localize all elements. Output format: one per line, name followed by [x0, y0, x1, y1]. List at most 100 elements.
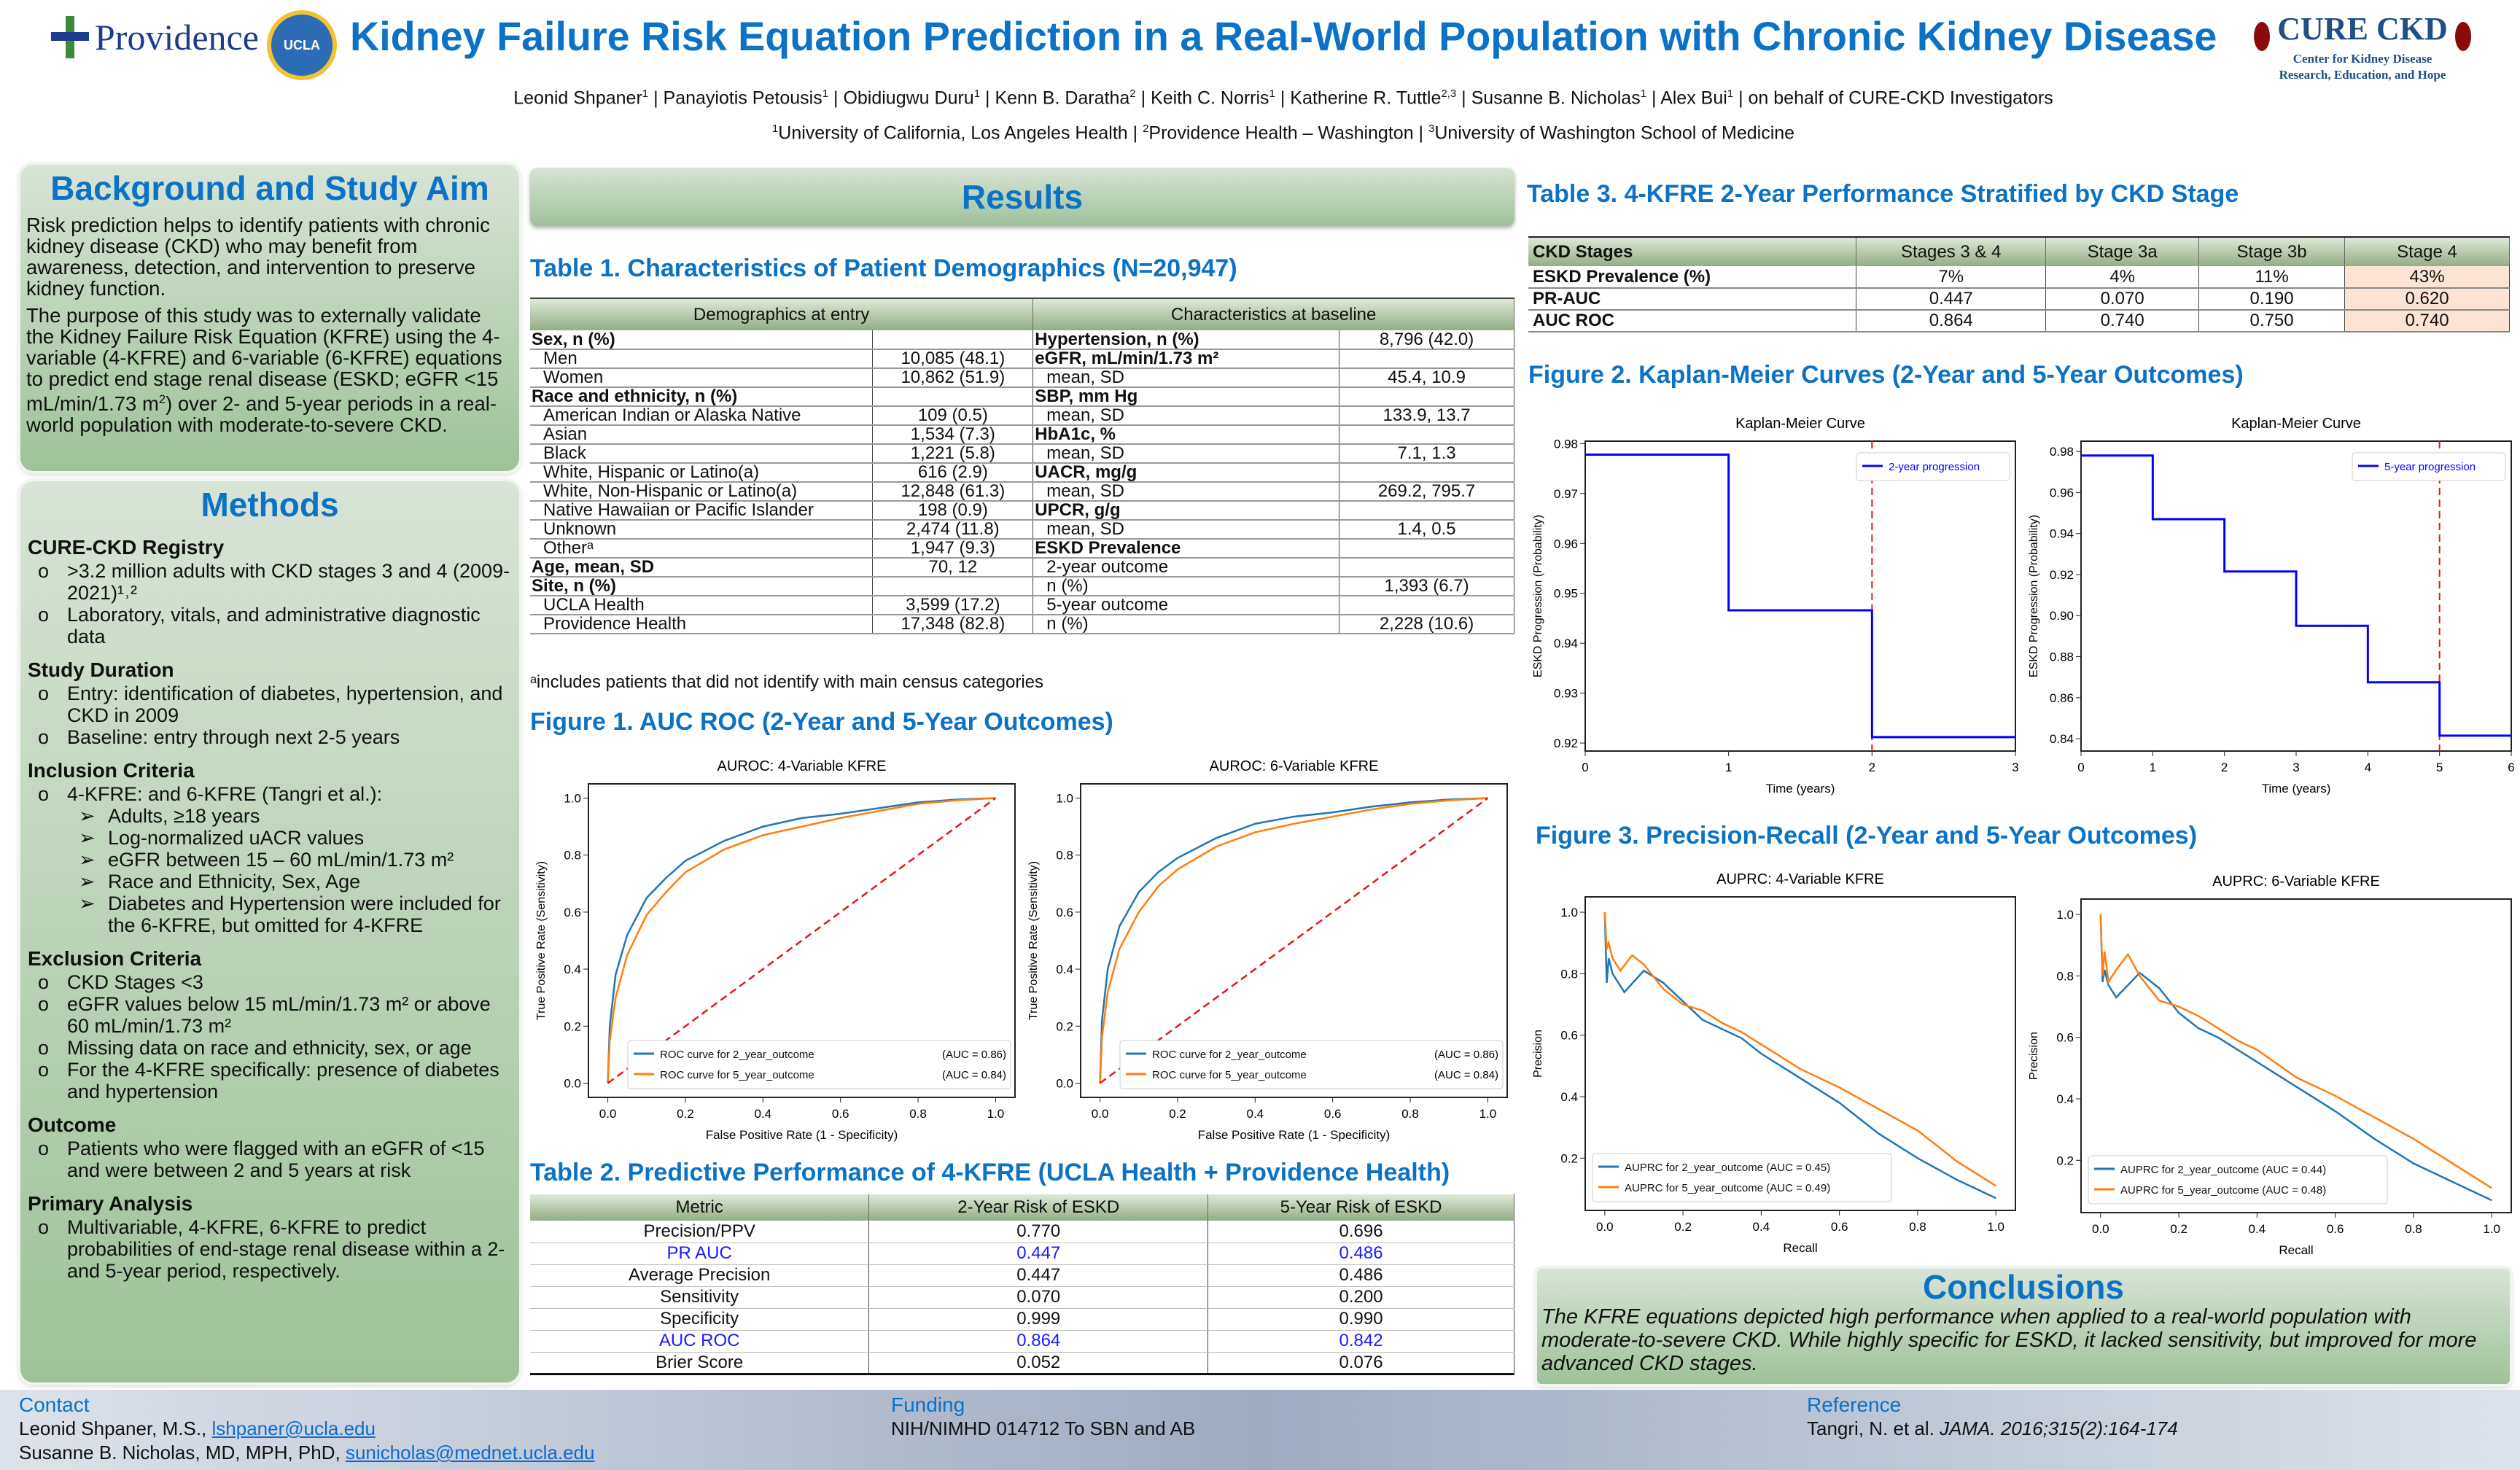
demographic-value: 109 (0.5) [872, 406, 1034, 426]
x-tick-label: 0.0 [1596, 1220, 1614, 1234]
y-tick-label: 0.0 [564, 1076, 581, 1090]
stage-metric-value: 43% [2344, 266, 2510, 289]
demographic-value: 17,348 (82.8) [872, 615, 1034, 634]
affiliation-sup: 2 [1143, 122, 1149, 135]
metric-name: Brier Score [530, 1352, 870, 1374]
metric-5yr-value: 0.842 [1208, 1330, 1514, 1353]
chart-background [2023, 863, 2519, 1267]
methods-bullet-list: CKD Stages <3eGFR values below 15 mL/min… [28, 971, 512, 1102]
author-affiliation-sup: 1 [642, 88, 649, 100]
methods-bullet: Multivariable, 4-KFRE, 6-KFRE to predict… [28, 1216, 512, 1282]
author-separator: | [980, 88, 995, 109]
providence-cross-icon [51, 16, 89, 58]
x-axis-label: False Positive Rate (1 - Specificity) [1198, 1128, 1391, 1142]
legend-label: ROC curve for 5_year_outcome [660, 1069, 814, 1081]
demographic-label: Men [530, 349, 874, 369]
metric-2yr-value: 0.770 [868, 1221, 1209, 1243]
roc-chart-6-variable: AUROC: 6-Variable KFRE 0.0 0.2 0.4 0.6 0.8 1.0… [1022, 747, 1514, 1152]
series-line-0 [1603, 912, 1996, 1199]
funding-heading: Funding [891, 1393, 965, 1416]
x-tick-label: 0.4 [754, 1107, 771, 1121]
characteristic-value: 45.4, 10.9 [1339, 368, 1514, 388]
table3-header: Stage 4 [2344, 237, 2510, 266]
table1-title: Table 1. Characteristics of Patient Demo… [530, 254, 1237, 282]
y-tick-label: 0.97 [1554, 487, 1578, 501]
table-row: Women 10,862 (51.9) mean, SD 45.4, 10.9 [530, 368, 1514, 388]
methods-section-heading: Study Duration [28, 658, 174, 681]
stage-metric-value: 0.070 [2045, 288, 2200, 311]
demographic-label: Otherᵃ [530, 539, 874, 559]
metric-2yr-value: 0.070 [868, 1286, 1209, 1309]
methods-bullet: >3.2 million adults with CKD stages 3 an… [28, 560, 512, 604]
y-tick-label: 0.8 [1056, 849, 1073, 863]
stage-metric-value: 0.620 [2344, 288, 2510, 311]
demographic-label: Providence Health [530, 615, 874, 634]
methods-bullet-list: Multivariable, 4-KFRE, 6-KFRE to predict… [28, 1216, 512, 1282]
y-tick-label: 1.0 [1056, 792, 1073, 806]
methods-section-heading: Primary Analysis [28, 1192, 193, 1215]
conclusions-text: The KFRE equations depicted high perform… [1541, 1305, 2477, 1375]
demographic-value: 10,085 (48.1) [872, 349, 1034, 369]
x-axis-label: Recall [1783, 1241, 1817, 1255]
stage-metric-value: 0.190 [2198, 288, 2346, 311]
stage-metric-name: PR-AUC [1528, 288, 1857, 311]
table-row: Sex, n (%) Hypertension, n (%) 8,796 (42.0… [530, 330, 1514, 350]
series-line-1 [2099, 914, 2492, 1189]
author-name: Kenn B. Daratha [995, 88, 1130, 109]
cure-ckd-logo: CURE CKD Center for Kidney Disease Resear… [2224, 10, 2501, 83]
series-line-1 [1603, 912, 1996, 1187]
demographic-value: 3,599 (17.2) [872, 596, 1034, 615]
plot-frame [1584, 440, 2016, 752]
y-tick-label: 0.96 [2050, 486, 2074, 499]
characteristic-label: mean, SD [1032, 520, 1340, 540]
y-tick-label: 0.98 [1554, 437, 1578, 451]
x-axis-label: Recall [2279, 1243, 2313, 1257]
table-row: Brier Score 0.052 0.076 [530, 1352, 1514, 1374]
author-affiliation-sup: 1 [1640, 88, 1647, 100]
y-axis-label: True Positive Rate (Sensitivity) [1027, 861, 1040, 1020]
legend-auc: (AUC = 0.84) [1434, 1069, 1498, 1081]
affiliation-name: University of California, Los Angeles He… [778, 122, 1128, 144]
demographic-label: White, Hispanic or Latino(a) [530, 463, 874, 483]
series-line-2 [1099, 797, 1489, 1084]
table3-header: Stage 3b [2198, 237, 2346, 266]
x-tick-label: 0.6 [1324, 1107, 1342, 1121]
x-tick-label: 0.2 [2170, 1222, 2188, 1236]
contact-1-email-link[interactable]: lshpaner@ucla.edu [211, 1418, 376, 1439]
metric-5yr-value: 0.696 [1208, 1221, 1514, 1243]
author-separator: | [1646, 88, 1661, 109]
metric-2yr-value: 0.052 [868, 1352, 1209, 1374]
chart-title: Kaplan-Meier Curve [1735, 416, 1865, 432]
methods-section-heading: Exclusion Criteria [28, 947, 202, 970]
x-tick-label: 0.6 [2327, 1222, 2344, 1236]
x-tick-label: 1.0 [1987, 1220, 2004, 1234]
x-tick-label: 0.8 [909, 1107, 927, 1121]
methods-bullet: Log-normalized uACR values [28, 827, 512, 849]
reference-section: Reference Tangri, N. et al. JAMA. 2016;3… [1807, 1393, 2178, 1441]
affiliation-list: 1University of California, Los Angeles H… [350, 118, 2217, 144]
contact-2-email-link[interactable]: sunicholas@mednet.ucla.edu [345, 1442, 595, 1463]
author-affiliation-sup: 1 [822, 88, 829, 100]
poster-header: Providence UCLA Kidney Failure Risk Equa… [0, 0, 2520, 153]
author-name: Keith C. Norris [1151, 88, 1269, 109]
demographic-label: White, Non-Hispanic or Latino(a) [530, 482, 874, 502]
methods-bullet: CKD Stages <3 [28, 971, 512, 993]
reference-journal: JAMA. 2016;315(2):164-174 [1940, 1418, 2178, 1439]
table-row: AUC ROC 0.864 0.842 [530, 1330, 1514, 1353]
y-tick-label: 0.8 [564, 849, 581, 863]
demographic-value: 12,848 (61.3) [872, 482, 1034, 502]
background-panel: Background and Study Aim Risk prediction… [20, 165, 519, 471]
metric-5yr-value: 0.200 [1208, 1286, 1514, 1309]
aim-sup: 2 [158, 393, 166, 406]
table-row: Men 10,085 (48.1) eGFR, mL/min/1.73 m² [530, 349, 1514, 369]
methods-bullet: Adults, ≥18 years [28, 805, 512, 827]
methods-bullet: eGFR between 15 – 60 mL/min/1.73 m² [28, 849, 512, 871]
table-row: American Indian or Alaska Native 109 (0.5… [530, 406, 1514, 426]
y-tick-label: 1.0 [2056, 908, 2074, 922]
y-tick-label: 0.4 [1056, 962, 1073, 976]
y-tick-label: 0.4 [2056, 1092, 2074, 1106]
table1-header-demographics: Demographics at entry [530, 298, 1034, 330]
x-tick-label: 0.2 [1674, 1220, 1692, 1234]
y-tick-label: 0.86 [2050, 691, 2074, 705]
y-axis-label: Precision [1532, 1030, 1544, 1078]
